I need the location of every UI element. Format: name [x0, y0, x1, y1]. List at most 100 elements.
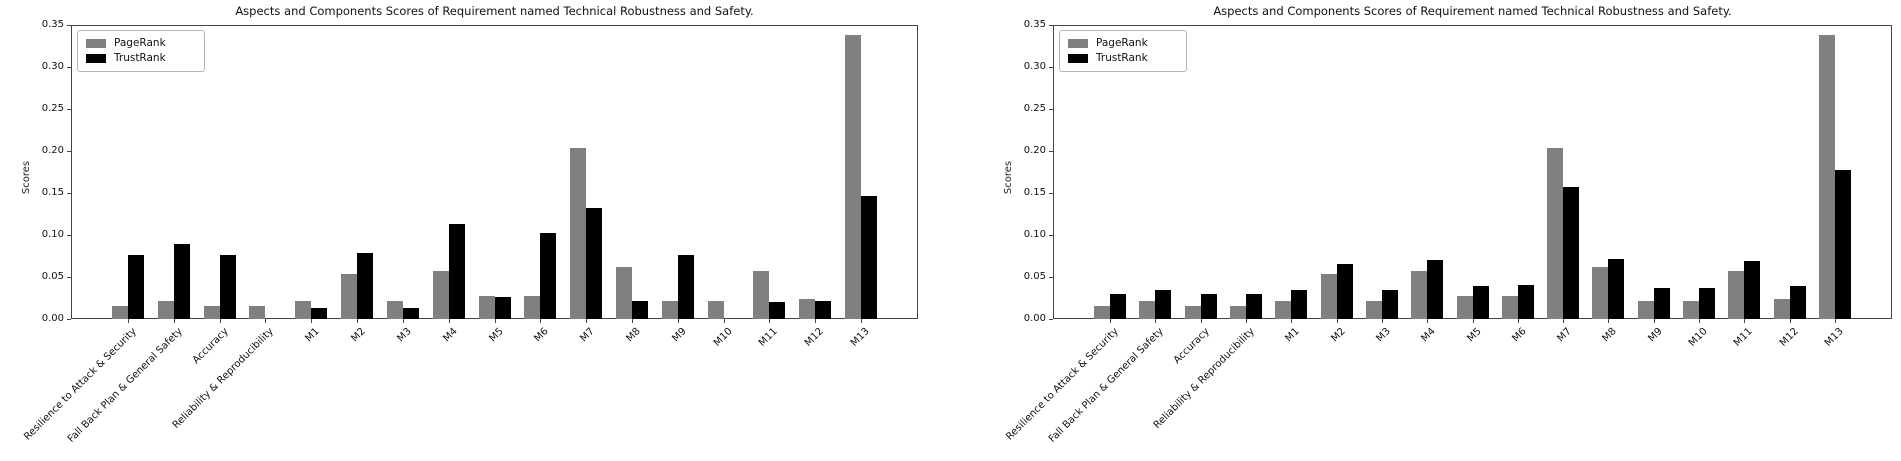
- x-tick-mark: [1200, 319, 1202, 323]
- y-tick-mark: [67, 192, 71, 194]
- bar-trustrank: [540, 233, 557, 319]
- y-tick-mark: [1049, 318, 1053, 320]
- x-tick-mark: [1699, 319, 1701, 323]
- bar-pagerank: [386, 301, 403, 319]
- y-tick-label: 0.35: [1023, 19, 1046, 30]
- bar-trustrank: [815, 300, 832, 319]
- bar-pagerank: [707, 300, 724, 319]
- bar-pagerank: [845, 35, 861, 319]
- x-tick-mark: [631, 319, 633, 323]
- x-tick-mark: [1472, 319, 1474, 323]
- bar-pagerank: [1139, 301, 1156, 319]
- legend-label: TrustRank: [114, 52, 166, 64]
- bar-pagerank: [570, 148, 587, 319]
- bar-trustrank: [1291, 289, 1308, 319]
- bar-pagerank: [249, 305, 266, 319]
- legend-left: PageRank TrustRank: [77, 30, 205, 72]
- bar-trustrank: [1427, 260, 1444, 319]
- x-tick-mark: [815, 319, 817, 323]
- bar-pagerank: [1411, 271, 1428, 319]
- y-tick-label: 0.25: [1023, 103, 1046, 114]
- bar-pagerank: [1728, 271, 1745, 319]
- x-tick-mark: [1427, 319, 1429, 323]
- x-tick-mark: [402, 319, 404, 323]
- x-tick-mark: [311, 319, 313, 323]
- x-tick-mark: [586, 319, 588, 323]
- bar-pagerank: [1365, 301, 1382, 319]
- legend-entry-pagerank: PageRank: [1068, 36, 1178, 51]
- bar-pagerank: [1229, 305, 1246, 319]
- bar-trustrank: [1835, 170, 1851, 319]
- x-tick-mark: [861, 319, 862, 323]
- x-tick-mark: [1653, 319, 1655, 323]
- bar-pagerank: [295, 301, 312, 319]
- x-tick-mark: [723, 319, 725, 323]
- plot-area-left: [71, 25, 918, 319]
- bar-trustrank: [1336, 263, 1353, 319]
- legend-entry-trustrank: TrustRank: [1068, 51, 1178, 66]
- x-tick-mark: [1789, 319, 1791, 323]
- bar-trustrank: [494, 297, 511, 319]
- x-tick-mark: [1608, 319, 1610, 323]
- bar-pagerank: [203, 305, 220, 319]
- y-tick-label: 0.20: [1023, 145, 1046, 156]
- bar-trustrank: [219, 255, 236, 319]
- x-tick-mark: [540, 319, 542, 323]
- x-tick-mark: [357, 319, 359, 323]
- x-tick-mark: [128, 319, 129, 323]
- x-tick-mark: [1155, 319, 1157, 323]
- legend-label: PageRank: [1096, 37, 1148, 49]
- y-tick-mark: [67, 318, 71, 320]
- y-tick-label: 0.10: [41, 229, 64, 240]
- x-tick-mark: [494, 319, 496, 323]
- y-tick-mark: [1049, 108, 1053, 110]
- bar-pagerank: [1547, 148, 1564, 319]
- x-tick-mark: [1245, 319, 1247, 323]
- bar-pagerank: [1456, 296, 1473, 319]
- bar-trustrank: [1789, 286, 1806, 319]
- y-tick-mark: [1049, 192, 1053, 194]
- y-tick-mark: [67, 150, 71, 152]
- x-tick-mark: [1835, 319, 1836, 323]
- trustrank-swatch-icon: [1068, 54, 1088, 63]
- bar-pagerank: [112, 305, 128, 319]
- y-tick-label: 0.25: [41, 103, 64, 114]
- y-tick-mark: [67, 24, 71, 26]
- trustrank-swatch-icon: [86, 54, 106, 63]
- bar-trustrank: [311, 308, 328, 319]
- bar-pagerank: [753, 271, 770, 319]
- y-tick-label: 0.30: [41, 61, 64, 72]
- y-tick-label: 0.05: [41, 271, 64, 282]
- bar-pagerank: [524, 296, 541, 319]
- bar-trustrank: [677, 255, 694, 319]
- bar-trustrank: [1155, 289, 1172, 319]
- bar-pagerank: [661, 300, 678, 319]
- bar-pagerank: [157, 301, 174, 319]
- x-tick-mark: [1336, 319, 1338, 323]
- bar-trustrank: [1110, 293, 1126, 319]
- bar-pagerank: [1592, 266, 1609, 319]
- chart-title-left: Aspects and Components Scores of Require…: [235, 4, 754, 18]
- x-tick-mark: [265, 319, 267, 323]
- x-tick-mark: [769, 319, 771, 323]
- bar-pagerank: [478, 296, 495, 319]
- x-tick-mark: [1110, 319, 1111, 323]
- bar-pagerank: [1637, 300, 1654, 319]
- legend-entry-pagerank: PageRank: [86, 36, 196, 51]
- y-tick-mark: [67, 108, 71, 110]
- y-tick-mark: [1049, 276, 1053, 278]
- bar-trustrank: [1608, 259, 1625, 319]
- bar-pagerank: [341, 273, 358, 319]
- y-tick-mark: [67, 66, 71, 68]
- bar-pagerank: [1275, 301, 1292, 319]
- y-tick-label: 0.00: [1023, 313, 1046, 324]
- chart-title-right: Aspects and Components Scores of Require…: [1213, 4, 1732, 18]
- bar-pagerank: [1683, 300, 1700, 319]
- bar-trustrank: [357, 253, 374, 319]
- y-tick-mark: [1049, 24, 1053, 26]
- bar-trustrank: [402, 308, 419, 319]
- y-tick-label: 0.35: [41, 19, 64, 30]
- bar-pagerank: [615, 266, 632, 319]
- y-tick-mark: [67, 276, 71, 278]
